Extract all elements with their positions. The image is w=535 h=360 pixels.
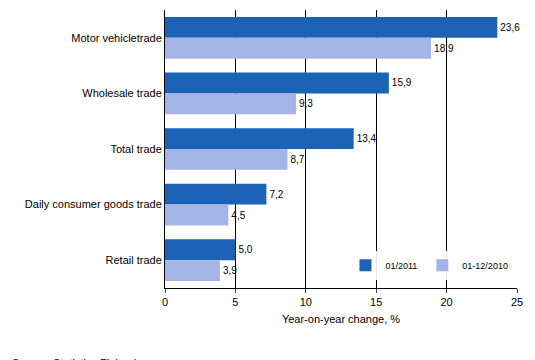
- svg-text:3,9: 3,9: [223, 265, 237, 276]
- svg-text:18,9: 18,9: [434, 43, 454, 54]
- svg-text:01/2011: 01/2011: [385, 261, 417, 271]
- svg-text:7,2: 7,2: [269, 189, 283, 200]
- svg-text:Source: Statistics Finland: Source: Statistics Finland: [12, 357, 136, 360]
- svg-text:0: 0: [162, 296, 168, 308]
- svg-text:5: 5: [232, 296, 238, 308]
- svg-text:01-12/2010: 01-12/2010: [462, 261, 508, 271]
- svg-text:8,7: 8,7: [291, 154, 305, 165]
- svg-text:Retail trade: Retail trade: [106, 254, 162, 266]
- svg-text:Total trade: Total trade: [110, 143, 161, 155]
- svg-text:5,0: 5,0: [238, 244, 252, 255]
- svg-text:4,5: 4,5: [231, 210, 245, 221]
- svg-text:25: 25: [511, 296, 523, 308]
- svg-text:15,9: 15,9: [392, 77, 412, 88]
- svg-text:20: 20: [440, 296, 452, 308]
- svg-text:Year-on-year change, %: Year-on-year change, %: [282, 313, 400, 325]
- svg-text:23,6: 23,6: [500, 22, 520, 33]
- svg-text:Daily consumer goods trade: Daily consumer goods trade: [25, 198, 162, 210]
- svg-text:10: 10: [300, 296, 312, 308]
- svg-text:13,4: 13,4: [357, 133, 377, 144]
- svg-text:Wholesale trade: Wholesale trade: [82, 87, 162, 99]
- svg-text:9,3: 9,3: [299, 98, 313, 109]
- svg-text:Motor vehicletrade: Motor vehicletrade: [71, 32, 162, 44]
- svg-text:15: 15: [370, 296, 382, 308]
